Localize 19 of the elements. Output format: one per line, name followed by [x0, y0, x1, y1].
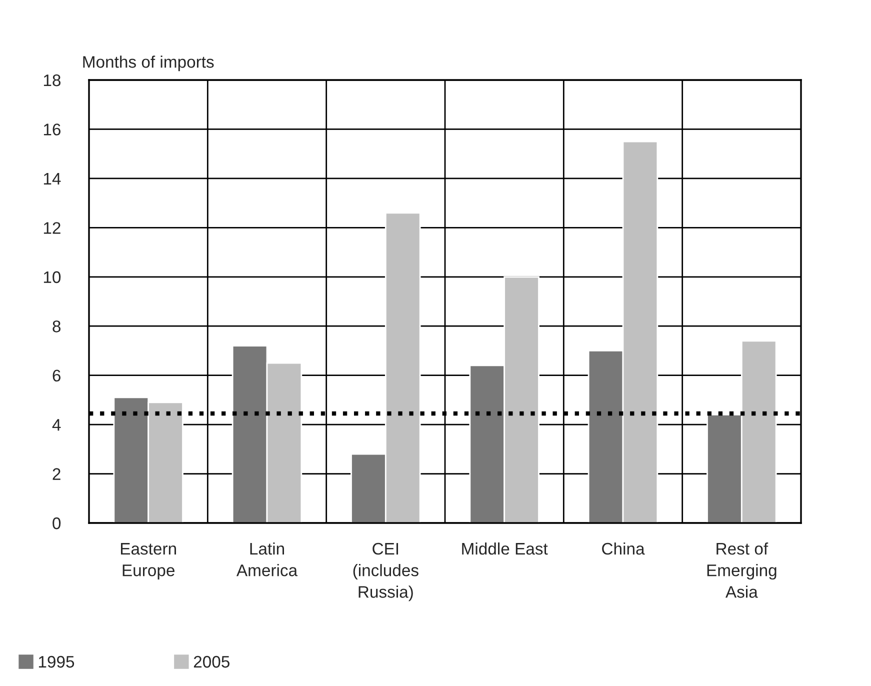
- y-tick-label: 14: [44, 173, 61, 184]
- x-tick-label: CEI (includes Russia): [353, 542, 418, 602]
- legend-label: 1995: [38, 656, 74, 668]
- y-tick-label: 6: [52, 370, 60, 382]
- y-tick-label: 0: [52, 517, 61, 530]
- x-tick-label: Rest of Emerging Asia: [707, 542, 776, 598]
- legend-label: 2005: [194, 656, 230, 668]
- x-tick-label: Middle East: [462, 542, 548, 555]
- x-tick-label: Eastern Europe: [120, 543, 176, 580]
- y-tick-label: 18: [44, 74, 60, 86]
- y-tick-label: 12: [44, 222, 60, 234]
- y-tick-label: 4: [52, 419, 61, 431]
- y-tick-label: 8: [52, 320, 60, 332]
- x-tick-label: Latin America: [236, 542, 298, 576]
- y-tick-label: 16: [44, 124, 60, 136]
- y-tick-label: 2: [52, 468, 60, 480]
- y-tick-label: 10: [44, 271, 61, 284]
- y-axis-title: Months of imports: [83, 56, 214, 72]
- x-tick-label: China: [602, 542, 645, 555]
